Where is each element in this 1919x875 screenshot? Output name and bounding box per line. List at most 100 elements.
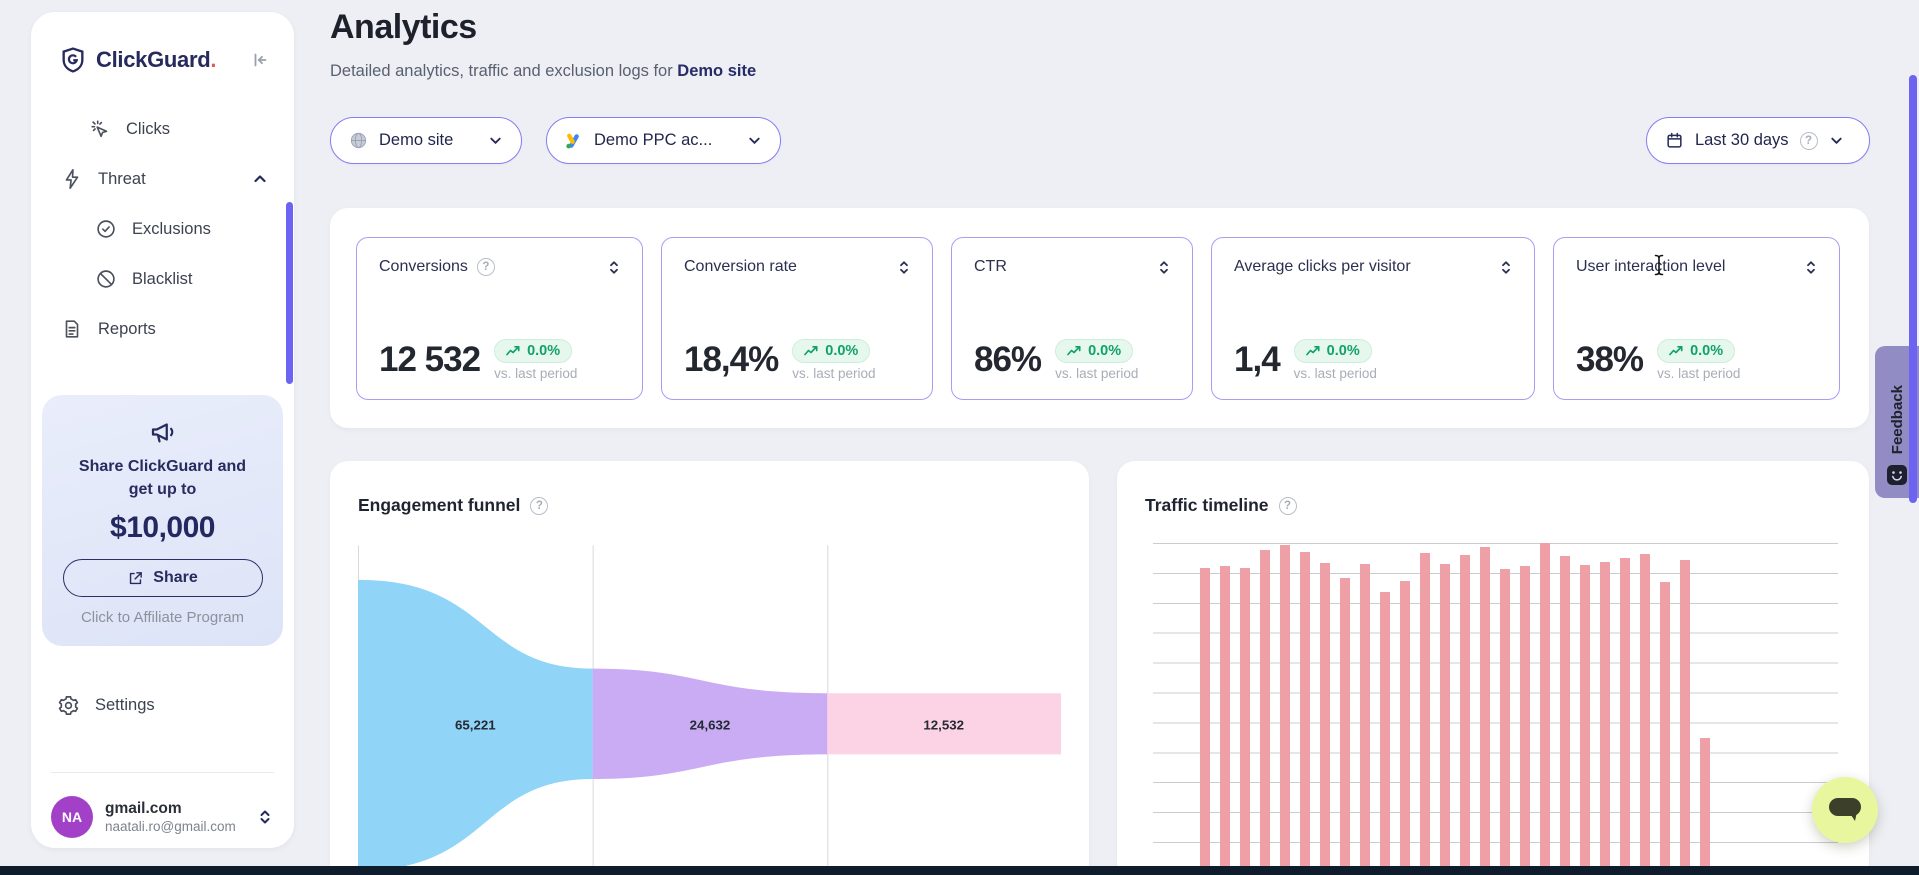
kpi-card-average-clicks: Average clicks per visitor 1,4 0.0% vs. … [1211,237,1535,400]
trend-up-icon [506,345,520,356]
avatar: NA [51,796,93,838]
kpi-card-user-interaction: User interaction level 38% 0.0% vs. last… [1553,237,1840,400]
gear-icon [57,694,80,717]
sidebar: ClickGuard. Clicks Threat [31,12,294,848]
subtitle-site-name: Demo site [677,62,757,80]
kpi-label: Conversions [379,258,468,275]
globe-icon [349,131,368,150]
logo: ClickGuard. [31,38,294,82]
traffic-bar [1400,581,1410,873]
funnel-stage-value: 65,221 [455,718,496,733]
traffic-bar [1440,564,1450,873]
traffic-bar [1640,554,1650,873]
kpi-delta-value: 0.0% [1088,343,1122,359]
engagement-funnel-card: Engagement funnel ? 65,221 24,632 12,532 [330,461,1089,875]
sidebar-item-blacklist[interactable]: Blacklist [31,254,294,304]
page-scrollbar[interactable] [1909,75,1917,503]
account-name: gmail.com [105,800,182,817]
date-range-dropdown[interactable]: Last 30 days ? [1646,117,1870,164]
affiliate-promo-card[interactable]: Share ClickGuard and get up to $10,000 S… [42,395,283,646]
kpi-card-conversion-rate: Conversion rate 18,4% 0.0% vs. last peri… [661,237,933,400]
bottom-bar [0,866,1919,875]
traffic-bar [1340,578,1350,873]
help-circle-icon[interactable]: ? [1799,131,1818,150]
ppc-account-filter-dropdown[interactable]: Demo PPC ac... [546,117,781,164]
sidebar-item-label: Reports [98,319,156,338]
kpi-card-ctr: CTR 86% 0.0% vs. last period [951,237,1193,400]
sidebar-item-label: Exclusions [132,219,211,238]
help-circle-icon[interactable]: ? [1278,496,1297,515]
kpi-delta-badge: 0.0% [1657,339,1736,363]
funnel-stage-engaged [592,668,828,780]
account-email: naatali.ro@gmail.com [105,819,236,834]
trend-up-icon [1067,345,1081,356]
traffic-bar [1420,553,1430,873]
traffic-bar [1560,556,1570,873]
page-title: Analytics [330,8,477,46]
kpi-delta-value: 0.0% [1690,343,1724,359]
traffic-bar [1520,566,1530,873]
metric-selector-icon[interactable] [1805,260,1817,275]
traffic-bars [1180,543,1710,873]
calendar-icon [1665,131,1684,150]
metric-selector-icon[interactable] [898,260,910,275]
page-subtitle: Detailed analytics, traffic and exclusio… [330,62,756,81]
kpi-delta-value: 0.0% [527,343,561,359]
google-ads-icon [565,132,583,150]
sidebar-menu: Clicks Threat Exclusions [31,104,294,354]
traffic-bar [1300,552,1310,873]
metric-selector-icon[interactable] [1158,260,1170,275]
kpi-value: 86% [974,340,1042,379]
chat-launcher-button[interactable] [1812,777,1878,843]
document-icon [61,318,83,340]
ppc-account-filter-value: Demo PPC ac... [594,131,713,149]
metric-selector-icon[interactable] [1500,260,1512,275]
chart-title: Traffic timeline [1145,495,1269,515]
ban-icon [95,268,117,290]
traffic-bar [1260,550,1270,873]
traffic-bar [1660,582,1670,873]
account-switcher[interactable]: NA gmail.com naatali.ro@gmail.com [31,788,294,838]
chevron-up-icon[interactable] [252,171,268,187]
kpi-label: User interaction level [1576,258,1726,275]
kpi-value: 1,4 [1234,340,1281,379]
traffic-bar [1580,565,1590,873]
traffic-bar [1460,555,1470,873]
sidebar-scrollbar[interactable] [286,202,293,384]
metric-selector-icon[interactable] [608,260,620,275]
kpi-compare-caption: vs. last period [1657,366,1741,381]
sidebar-item-threat[interactable]: Threat [31,154,294,204]
funnel-stage-value: 12,532 [923,718,964,733]
kpi-value: 12 532 [379,340,481,379]
kpi-compare-caption: vs. last period [792,366,876,381]
site-filter-dropdown[interactable]: Demo site [330,117,522,164]
chevron-down-icon [1829,133,1844,148]
help-circle-icon[interactable]: ? [530,496,549,515]
shield-g-icon [59,46,87,74]
traffic-bar [1380,592,1390,873]
megaphone-icon [148,417,178,447]
kpi-panel: Conversions ? 12 532 0.0% vs. last perio… [330,208,1869,428]
kpi-value: 18,4% [684,340,779,379]
traffic-bar [1200,568,1210,873]
traffic-bar [1600,562,1610,873]
share-button[interactable]: Share [62,559,263,598]
chevron-down-icon [488,133,503,148]
kpi-label: Conversion rate [684,258,797,275]
traffic-bar [1220,566,1230,873]
trend-up-icon [1305,345,1320,356]
sidebar-item-reports[interactable]: Reports [31,304,294,354]
funnel-stage-visitors [358,579,593,871]
collapse-sidebar-icon[interactable] [250,50,270,70]
settings-label: Settings [95,695,155,714]
sidebar-item-settings[interactable]: Settings [31,687,294,723]
kpi-compare-caption: vs. last period [1055,366,1139,381]
help-circle-icon[interactable]: ? [476,258,495,276]
kpi-delta-badge: 0.0% [494,339,573,363]
traffic-bar [1680,560,1690,873]
check-badge-icon [95,218,117,240]
traffic-bar [1700,738,1710,873]
sidebar-item-clicks[interactable]: Clicks [31,104,294,154]
traffic-bar [1360,564,1370,873]
sidebar-item-exclusions[interactable]: Exclusions [31,204,294,254]
